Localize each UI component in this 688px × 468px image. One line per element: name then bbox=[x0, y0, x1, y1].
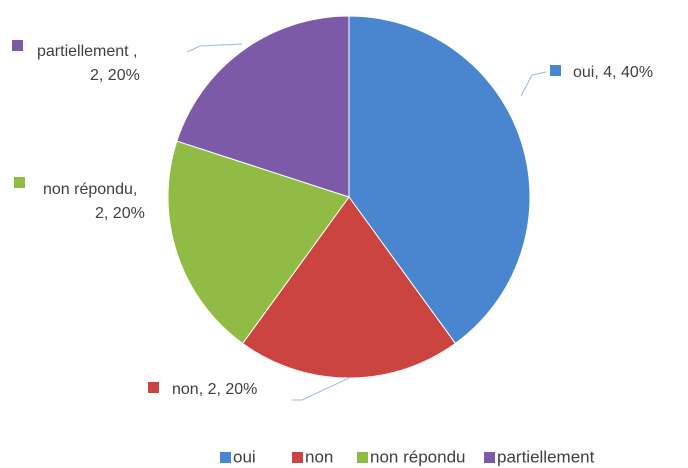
pie-slice bbox=[241, 196, 457, 379]
leader-line bbox=[292, 377, 350, 401]
label-key bbox=[550, 65, 561, 76]
legend-label: non répondu bbox=[370, 447, 465, 466]
data-label: non, 2, 20% bbox=[172, 381, 257, 398]
pie-slice bbox=[167, 140, 350, 345]
legend-label: non bbox=[305, 447, 333, 466]
legend-label: oui bbox=[233, 447, 256, 466]
pie-slice bbox=[348, 15, 531, 345]
legend-swatch bbox=[292, 452, 303, 463]
legend-swatch bbox=[357, 452, 368, 463]
data-label: oui, 4, 40% bbox=[573, 64, 653, 81]
label-key bbox=[148, 382, 159, 393]
leader-line bbox=[186, 43, 243, 53]
legend-label: partiellement bbox=[497, 447, 595, 466]
pie-slice bbox=[176, 15, 350, 198]
legend-swatch bbox=[220, 452, 231, 463]
label-key bbox=[14, 177, 25, 188]
data-label: partiellement , 2, 20% bbox=[37, 43, 140, 84]
leader-line bbox=[520, 71, 547, 97]
data-label: non répondu, 2, 20% bbox=[43, 181, 145, 222]
label-key bbox=[12, 40, 23, 51]
legend-swatch bbox=[484, 452, 495, 463]
